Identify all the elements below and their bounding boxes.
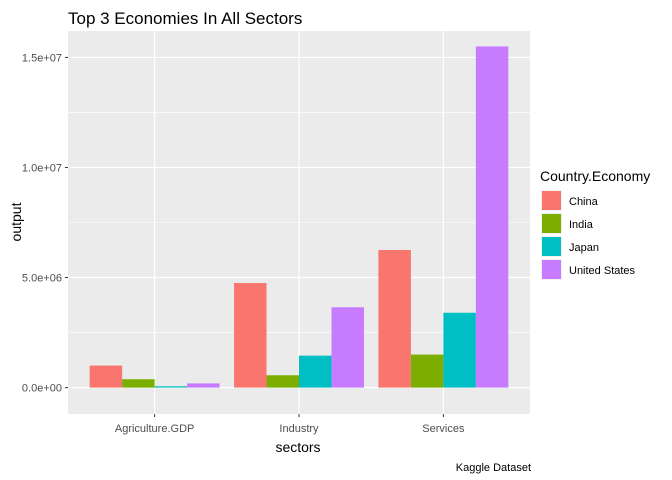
legend: China India Japan United States bbox=[541, 190, 636, 280]
legend-label: India bbox=[569, 219, 594, 231]
y-tick-label: 0.0e+00 bbox=[22, 383, 62, 395]
bar-united-states-agriculture-gdp bbox=[187, 383, 220, 388]
bars bbox=[89, 46, 509, 388]
legend-title: Country.Economy bbox=[540, 168, 650, 184]
y-axis-title: output bbox=[8, 202, 24, 241]
bar-india-industry bbox=[266, 375, 299, 388]
legend-label: United States bbox=[569, 265, 636, 277]
legend-label: China bbox=[569, 196, 599, 208]
caption: Kaggle Dataset bbox=[456, 462, 531, 474]
bar-india-agriculture-gdp bbox=[122, 379, 155, 388]
y-tick-label: 5.0e+06 bbox=[22, 273, 62, 285]
y-tick-label: 1.5e+07 bbox=[22, 52, 62, 64]
bar-united-states-services bbox=[475, 46, 509, 388]
x-tick-label: Services bbox=[422, 423, 465, 435]
x-axis-title: sectors bbox=[275, 439, 320, 455]
bar-china-industry bbox=[234, 283, 267, 388]
legend-label: Japan bbox=[569, 242, 599, 254]
legend-swatch-china bbox=[542, 191, 561, 210]
legend-swatch-india bbox=[542, 214, 561, 233]
legend-swatch-japan bbox=[542, 237, 561, 256]
bar-india-services bbox=[410, 354, 444, 388]
bar-china-agriculture-gdp bbox=[89, 365, 123, 388]
bar-china-services bbox=[378, 250, 411, 388]
bar-japan-industry bbox=[299, 355, 332, 388]
bar-united-states-industry bbox=[331, 307, 364, 388]
legend-swatch-united-states bbox=[542, 260, 561, 279]
x-tick-label: Agriculture.GDP bbox=[115, 423, 194, 435]
y-axis-ticks: 0.0e+00 5.0e+06 1.0e+07 1.5e+07 bbox=[22, 52, 68, 395]
x-tick-label: Industry bbox=[279, 423, 319, 435]
bar-japan-services bbox=[443, 312, 476, 388]
y-tick-label: 1.0e+07 bbox=[22, 162, 62, 174]
bar-japan-agriculture-gdp bbox=[154, 386, 188, 388]
x-axis-ticks: Agriculture.GDP Industry Services bbox=[115, 414, 465, 435]
chart-title: Top 3 Economies In All Sectors bbox=[68, 9, 302, 28]
